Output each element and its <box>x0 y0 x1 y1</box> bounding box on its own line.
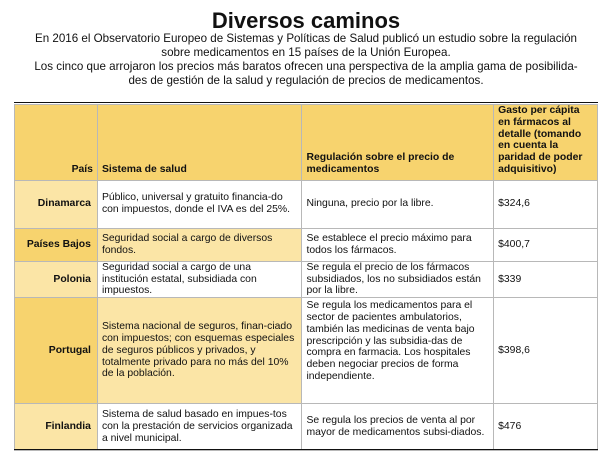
table-row: Polonia Seguridad social a cargo de una … <box>14 260 598 299</box>
table-row: Finlandia Sistema de salud basado en imp… <box>14 403 598 452</box>
header-system: Sistema de salud <box>96 104 303 181</box>
cell-spend: $476 <box>493 403 598 452</box>
cell-country: Finlandia <box>14 403 98 452</box>
cell-regulation: Se regula los precios de venta al por ma… <box>301 403 495 452</box>
cell-regulation: Se regula los medicamentos para el secto… <box>301 297 495 405</box>
cell-spend: $324,6 <box>493 179 598 229</box>
header-regulation: Regulación sobre el precio de medicament… <box>301 104 495 181</box>
cell-country: Portugal <box>14 297 98 405</box>
page-title: Diversos caminos <box>211 8 401 33</box>
cell-country: Países Bajos <box>14 227 98 262</box>
cell-system: Sistema de salud basado en impues-tos co… <box>96 403 303 452</box>
intro-line: Los cinco que arrojaron los precios más … <box>34 60 578 73</box>
cell-country: Polonia <box>14 260 98 299</box>
intro-line: des de gestión de la salud y regulación … <box>128 74 484 87</box>
cell-regulation: Se establece el precio máximo para todos… <box>301 227 495 262</box>
intro-line: sobre medicamentos en 15 países de la Un… <box>161 46 451 59</box>
cell-regulation: Ninguna, precio por la libre. <box>301 179 495 229</box>
intro-paragraph: En 2016 el Observatorio Europeo de Siste… <box>14 32 598 88</box>
comparison-table: País Sistema de salud Regulación sobre e… <box>14 104 598 452</box>
cell-system: Público, universal y gratuito financia-d… <box>96 179 303 229</box>
cell-system: Seguridad social a cargo de una instituc… <box>96 260 303 299</box>
table-row: Países Bajos Seguridad social a cargo de… <box>14 227 598 262</box>
top-rule <box>14 102 598 103</box>
table-row: Portugal Sistema nacional de seguros, fi… <box>14 297 598 405</box>
cell-spend: $400,7 <box>493 227 598 262</box>
header-spend: Gasto per cápita en fármacos al detalle … <box>493 104 598 181</box>
intro-line: En 2016 el Observatorio Europeo de Siste… <box>34 32 577 45</box>
cell-spend: $398,6 <box>493 297 598 405</box>
cell-regulation: Se regula el precio de los fármacos subs… <box>301 260 495 299</box>
table-row: Dinamarca Público, universal y gratuito … <box>14 179 598 229</box>
bottom-rule <box>14 449 598 450</box>
cell-spend: $339 <box>493 260 598 299</box>
cell-system: Sistema nacional de seguros, finan-ciado… <box>96 297 303 405</box>
header-row: País Sistema de salud Regulación sobre e… <box>14 104 598 181</box>
cell-country: Dinamarca <box>14 179 98 229</box>
cell-system: Seguridad social a cargo de diversos fon… <box>96 227 303 262</box>
header-country: País <box>14 104 98 181</box>
